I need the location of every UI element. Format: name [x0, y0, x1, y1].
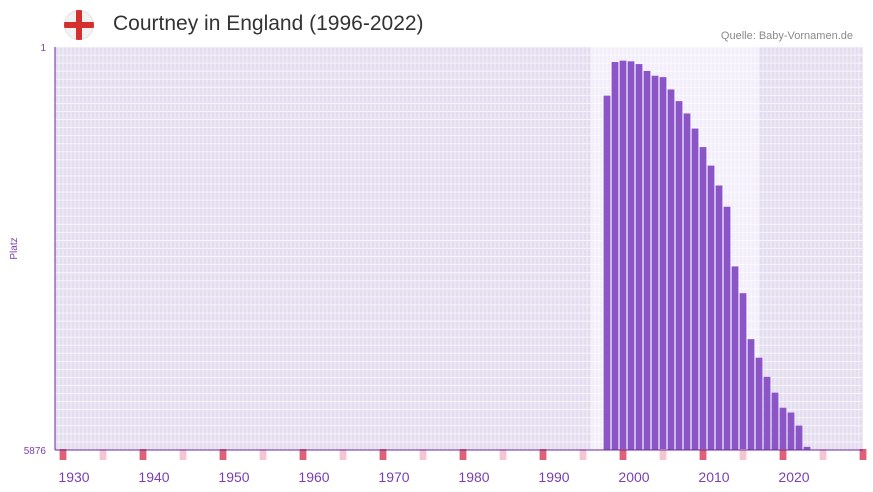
bar-2010: [715, 185, 723, 450]
bars-group: [603, 60, 811, 451]
year-marker-2028: [859, 449, 867, 460]
year-marker-1933: [99, 449, 107, 460]
bar-2005: [675, 101, 683, 450]
source-label: Quelle: Baby-Vornamen.de: [720, 30, 853, 42]
year-marker-1998: [619, 449, 627, 460]
bar-2021: [803, 446, 811, 450]
bar-1998: [619, 60, 627, 451]
x-tick-label: 2020: [778, 469, 809, 485]
bar-2006: [683, 113, 691, 451]
year-marker-2023: [819, 449, 827, 460]
year-marker-2013: [739, 449, 747, 460]
year-marker-1948: [219, 449, 227, 460]
y-tick-label: 1: [40, 43, 46, 54]
year-marker-2008: [699, 449, 707, 460]
x-tick-label: 2010: [698, 469, 729, 485]
year-marker-1968: [379, 449, 387, 460]
year-marker-2003: [659, 449, 667, 460]
x-tick-label: 1950: [218, 469, 249, 485]
x-tick-labels: 1930 1940 1950 1960 1970 1980 1990 2000 2010 2020: [58, 469, 809, 485]
bar-2014: [747, 339, 755, 450]
year-marker-1973: [419, 449, 427, 460]
y-axis-label: Platz: [9, 237, 20, 259]
bar-2016: [763, 376, 771, 450]
bar-1997: [611, 62, 619, 451]
year-marker-2018: [779, 449, 787, 460]
bar-2003: [659, 77, 667, 451]
x-tick-label: 1990: [538, 469, 569, 485]
y-tick-labels: 1 5876 Platz: [9, 43, 46, 457]
axes: [54, 47, 863, 451]
x-tick-label: 1970: [378, 469, 409, 485]
bar-2015: [755, 357, 763, 450]
year-marker-1928: [59, 449, 67, 460]
year-marker-1978: [459, 449, 467, 460]
year-marker-1938: [139, 449, 147, 460]
x-tick-label: 1980: [458, 469, 489, 485]
bar-2002: [651, 75, 659, 451]
chart-title: Courtney in England (1996-2022): [113, 12, 424, 35]
england-flag-icon: [64, 10, 94, 40]
bar-2008: [699, 147, 707, 451]
bar-2011: [723, 206, 731, 450]
x-tick-label: 1930: [58, 469, 89, 485]
bar-2017: [771, 392, 779, 450]
x-tick-label: 1960: [298, 469, 329, 485]
bar-1999: [627, 61, 635, 450]
bar-2007: [691, 128, 699, 450]
bar-2000: [635, 64, 643, 451]
bar-1996: [603, 95, 611, 450]
year-marker-1953: [259, 449, 267, 460]
year-marker-1958: [299, 449, 307, 460]
year-marker-1993: [579, 449, 587, 460]
chart-header: Courtney in England (1996-2022) Quelle: …: [0, 0, 873, 52]
bar-2018: [779, 407, 787, 450]
bar-2012: [731, 266, 739, 450]
year-marker-1988: [539, 449, 547, 460]
bar-2019: [787, 412, 795, 450]
y-tick-label: 5876: [24, 446, 47, 457]
year-markers: [59, 449, 867, 460]
x-tick-label: 2000: [618, 469, 649, 485]
bar-2013: [739, 293, 747, 450]
year-marker-1963: [339, 449, 347, 460]
x-tick-label: 1940: [138, 469, 169, 485]
bar-2004: [667, 89, 675, 451]
bar-2001: [643, 70, 651, 451]
bar-2009: [707, 165, 715, 450]
bar-2020: [795, 425, 803, 450]
year-marker-1983: [499, 449, 507, 460]
year-marker-1943: [179, 449, 187, 460]
